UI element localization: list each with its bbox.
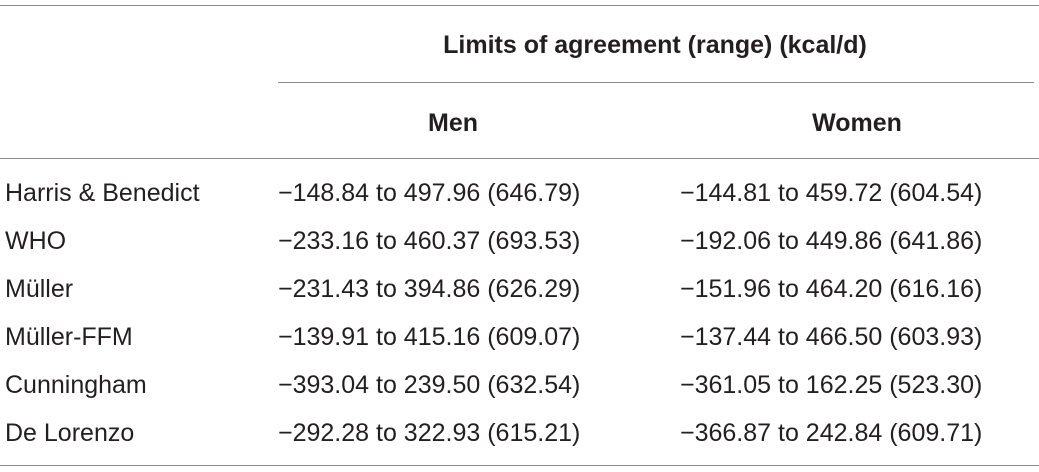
cell: −144.81 to 459.72 (604.54) — [680, 179, 983, 207]
column-header: Men — [428, 109, 478, 137]
cell: −139.91 to 415.16 (609.07) — [278, 323, 581, 351]
cell: −148.84 to 497.96 (646.79) — [278, 179, 581, 207]
row-label: Harris & Benedict — [5, 179, 200, 207]
bottom-rule — [0, 465, 1039, 466]
group-header: Limits of agreement (range) (kcal/d) — [443, 31, 867, 59]
cell: −233.16 to 460.37 (693.53) — [278, 227, 581, 255]
cell: −192.06 to 449.86 (641.86) — [680, 227, 983, 255]
header-rule — [0, 158, 1039, 159]
cell: −361.05 to 162.25 (523.30) — [680, 371, 983, 399]
cell: −151.96 to 464.20 (616.16) — [680, 275, 983, 303]
column-header: Women — [812, 109, 902, 137]
cell: −137.44 to 466.50 (603.93) — [680, 323, 983, 351]
row-label: Müller-FFM — [5, 323, 133, 351]
row-label: Cunningham — [5, 371, 147, 399]
row-label: De Lorenzo — [5, 419, 135, 447]
cell: −366.87 to 242.84 (609.71) — [680, 419, 983, 447]
group-rule — [278, 82, 1034, 83]
cell: −231.43 to 394.86 (626.29) — [278, 275, 581, 303]
row-label: WHO — [5, 227, 67, 255]
cell: −393.04 to 239.50 (632.54) — [278, 371, 581, 399]
cell: −292.28 to 322.93 (615.21) — [278, 419, 581, 447]
row-label: Müller — [5, 275, 74, 303]
top-rule — [0, 5, 1039, 6]
